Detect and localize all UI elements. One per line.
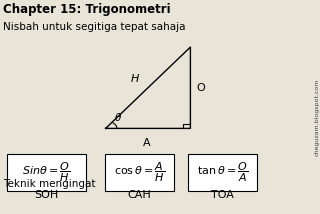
Text: SOH: SOH (34, 190, 59, 200)
Text: $Sin\theta = \dfrac{O}{H}$: $Sin\theta = \dfrac{O}{H}$ (22, 160, 71, 184)
Text: TOA: TOA (211, 190, 234, 200)
Text: Chapter 15: Trigonometri: Chapter 15: Trigonometri (3, 3, 171, 16)
FancyBboxPatch shape (188, 154, 257, 191)
Text: Teknik mengingat: Teknik mengingat (3, 179, 96, 189)
Text: Nisbah untuk segitiga tepat sahaja: Nisbah untuk segitiga tepat sahaja (3, 22, 186, 33)
FancyBboxPatch shape (7, 154, 86, 191)
Text: $\cos\theta = \dfrac{A}{H}$: $\cos\theta = \dfrac{A}{H}$ (114, 160, 165, 184)
Text: $\tan\theta = \dfrac{O}{A}$: $\tan\theta = \dfrac{O}{A}$ (197, 160, 248, 184)
Text: O: O (197, 83, 205, 93)
Text: cheguzam.blogspot.com: cheguzam.blogspot.com (314, 79, 319, 156)
FancyBboxPatch shape (105, 154, 173, 191)
Text: $\theta$: $\theta$ (114, 111, 122, 123)
Text: A: A (143, 138, 151, 148)
Text: CAH: CAH (127, 190, 151, 200)
Text: H: H (130, 74, 139, 84)
